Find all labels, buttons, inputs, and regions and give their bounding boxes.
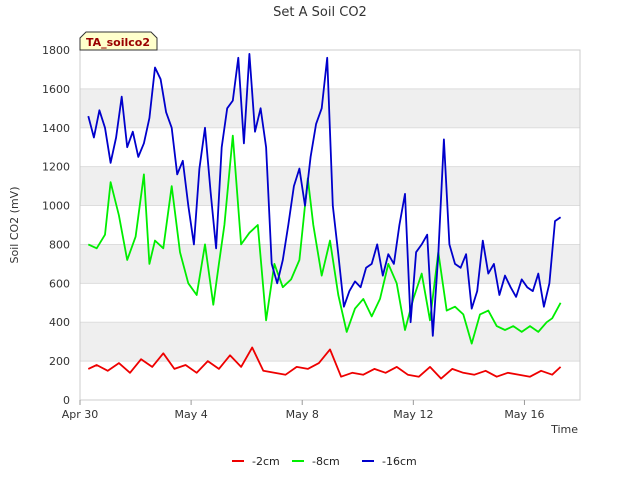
x-tick-label: May 4 [174, 408, 207, 421]
x-tick-label: May 8 [286, 408, 319, 421]
y-tick-label: 400 [49, 316, 70, 329]
y-tick-label: 1800 [42, 44, 70, 57]
legend: -2cm -8cm -16cm [232, 455, 417, 468]
plot-band [80, 166, 580, 206]
legend-label: -2cm [252, 455, 280, 468]
series-line-2cm [87, 346, 562, 380]
y-tick-label: 800 [49, 238, 70, 251]
y-tick-label: 200 [49, 355, 70, 368]
y-tick-label: 1200 [42, 161, 70, 174]
x-tick-label: Apr 30 [62, 408, 99, 421]
badge-box [79, 31, 158, 51]
y-axis-ticks: 0 200 400 600 800 1000 1200 1400 1600 1800 [42, 44, 70, 407]
plot-frame [79, 49, 581, 401]
chart-title: Set A Soil CO2 [273, 5, 367, 20]
y-tick-label: 1400 [42, 122, 70, 135]
y-tick-label: 1000 [42, 200, 70, 213]
y-tick-label: 0 [63, 394, 70, 407]
legend-label: -16cm [382, 455, 417, 468]
y-tick-label: 600 [49, 277, 70, 290]
series-layer [87, 53, 562, 380]
plot-band [80, 322, 580, 362]
badge-label: TA_soilco2 [86, 36, 150, 49]
x-axis-ticks: Apr 30 May 4 May 8 May 12 May 16 [62, 400, 545, 421]
y-axis-label: Soil CO2 (mV) [8, 187, 21, 264]
series-line-16cm [87, 53, 562, 337]
legend-label: -8cm [312, 455, 340, 468]
x-axis-label: Time [550, 423, 578, 436]
y-tick-label: 1600 [42, 83, 70, 96]
x-tick-label: May 16 [504, 408, 544, 421]
series-badge: TA_soilco2 [79, 31, 158, 51]
series-line-8cm [87, 134, 562, 345]
x-tick-label: May 12 [393, 408, 433, 421]
